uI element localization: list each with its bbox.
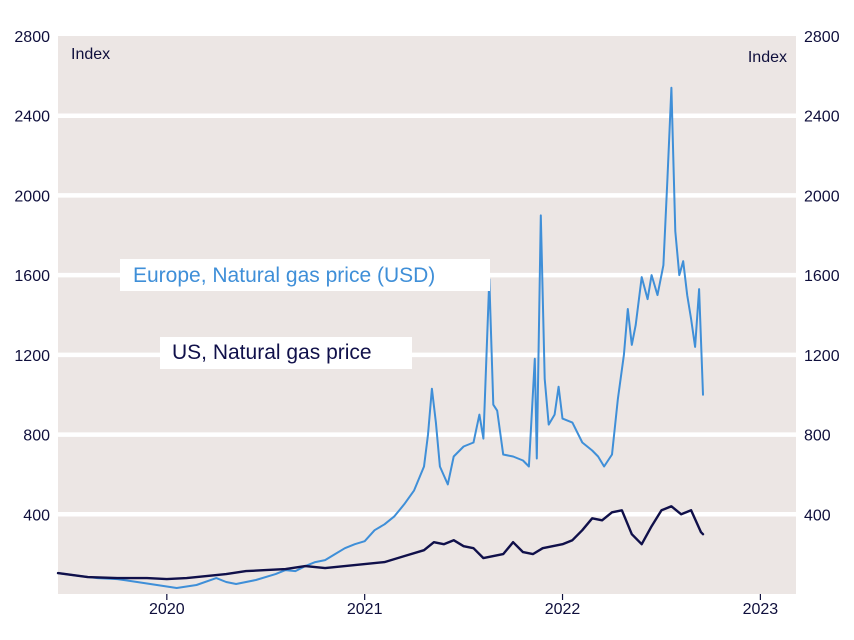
us-series-line <box>56 505 705 581</box>
y-tick-label-left: 2800 <box>14 29 50 46</box>
y-tick-label-right: 800 <box>804 428 831 445</box>
y-tick-label-left: 800 <box>23 428 50 445</box>
y-tick-label-left: 2400 <box>14 109 50 126</box>
x-tick-label: 2022 <box>545 601 581 618</box>
y-tick-label-left: 1200 <box>14 348 50 365</box>
x-tick-label: 2020 <box>149 601 185 618</box>
europe-label-backdrop <box>120 259 490 291</box>
y-tick-label-left: 400 <box>23 507 50 524</box>
left-axis-unit-label: Index <box>71 46 110 63</box>
y-tick-label-right: 2400 <box>804 109 840 126</box>
axis-ticks: 400 400 800 800 1200 1200 1600 1600 2000 2000 2400… <box>14 29 839 618</box>
y-tick-label-left: 2000 <box>14 188 50 205</box>
y-tick-label-right: 1200 <box>804 348 840 365</box>
y-tick-label-right: 2800 <box>804 29 840 46</box>
y-tick-label-left: 1600 <box>14 268 50 285</box>
us-label-backdrop <box>160 337 412 369</box>
europe-series-label: Europe, Natural gas price (USD) <box>133 264 435 287</box>
y-tick-label-right: 1600 <box>804 268 840 285</box>
y-tick-label-right: 400 <box>804 507 831 524</box>
x-tick-label: 2023 <box>743 601 779 618</box>
series-lines <box>56 86 705 589</box>
us-series-label: US, Natural gas price <box>172 341 372 364</box>
x-tick-label: 2021 <box>347 601 383 618</box>
y-tick-label-right: 2000 <box>804 188 840 205</box>
right-axis-unit-label: Index <box>748 49 787 66</box>
plot-background <box>58 36 796 594</box>
